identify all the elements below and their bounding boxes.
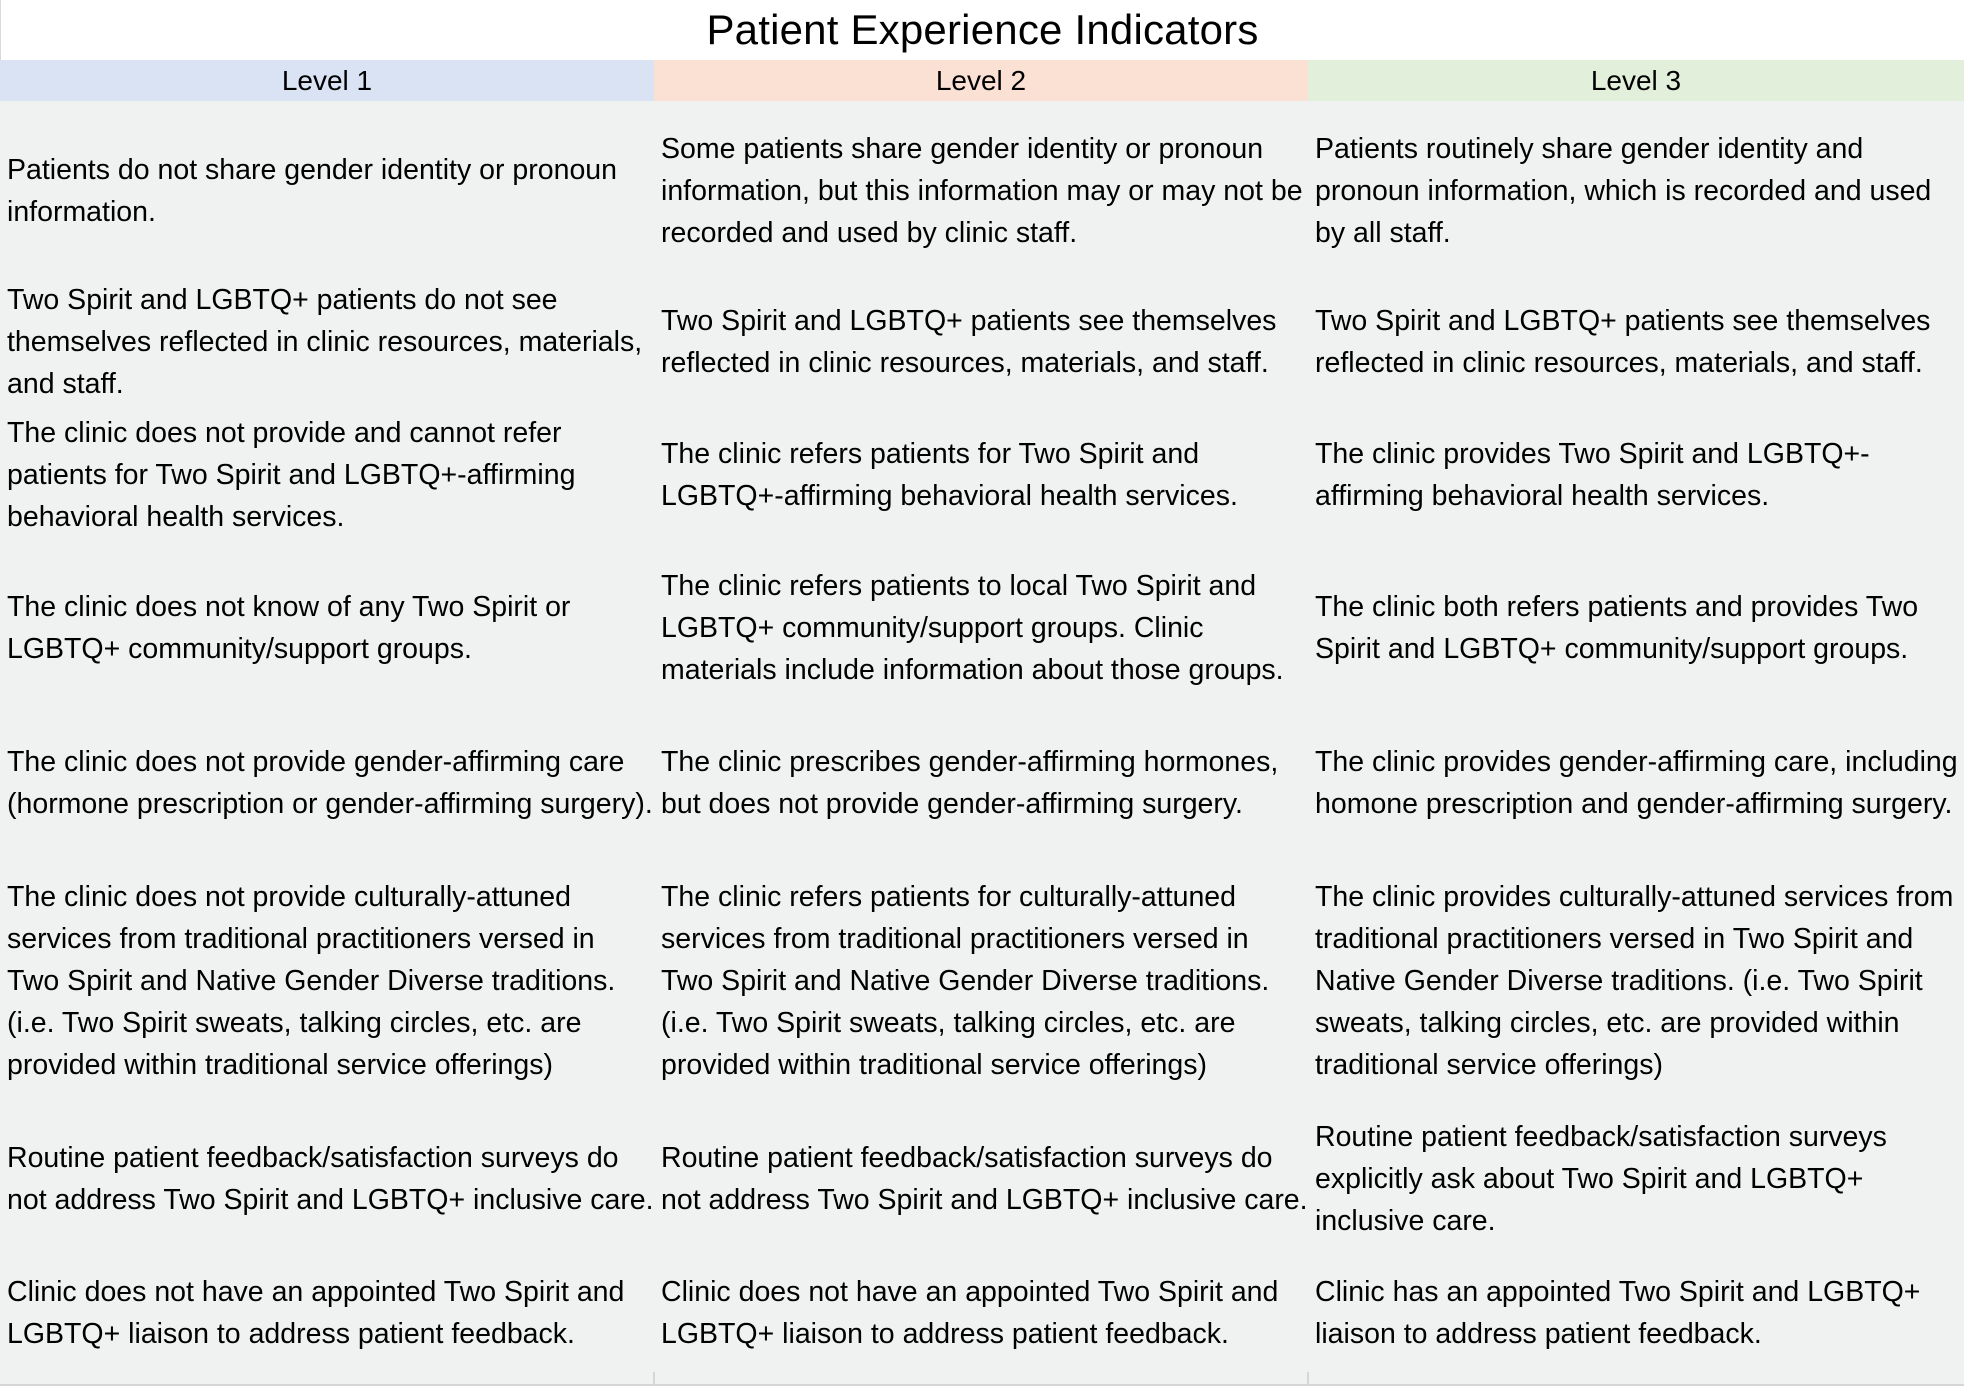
table-row: Patients do not share gender identity or… bbox=[0, 128, 1964, 254]
level-3-cell[interactable]: Two Spirit and LGBTQ+ patients see thems… bbox=[1308, 279, 1964, 405]
level-1-cell[interactable]: The clinic does not provide and cannot r… bbox=[0, 412, 654, 538]
level-2-cell[interactable]: The clinic prescribes gender-affirming h… bbox=[654, 720, 1308, 846]
cell-text: The clinic provides culturally-attuned s… bbox=[1315, 881, 1954, 1081]
level-1-cell[interactable]: Patients do not share gender identity or… bbox=[0, 128, 654, 254]
cell-text: Clinic does not have an appointed Two Sp… bbox=[661, 1276, 1279, 1350]
level-2-cell[interactable]: The clinic refers patients for culturall… bbox=[654, 876, 1308, 1086]
cell-text: Two Spirit and LGBTQ+ patients do not se… bbox=[7, 284, 643, 400]
table-row: Clinic does not have an appointed Two Sp… bbox=[0, 1271, 1964, 1355]
cell-text: The clinic provides Two Spirit and LGBTQ… bbox=[1315, 438, 1870, 512]
cell-text: The clinic provides gender-affirming car… bbox=[1315, 746, 1958, 820]
level-1-cell[interactable]: The clinic does not know of any Two Spir… bbox=[0, 544, 654, 712]
level-3-cell[interactable]: The clinic provides gender-affirming car… bbox=[1308, 720, 1964, 846]
cell-text: The clinic both refers patients and prov… bbox=[1315, 591, 1919, 665]
cell-text: Two Spirit and LGBTQ+ patients see thems… bbox=[1315, 305, 1931, 379]
title-row: Patient Experience Indicators bbox=[0, 0, 1964, 60]
cell-text: Routine patient feedback/satisfaction su… bbox=[1315, 1121, 1887, 1237]
level-3-cell[interactable]: Clinic has an appointed Two Spirit and L… bbox=[1308, 1271, 1964, 1355]
level-2-cell[interactable]: The clinic refers patients for Two Spiri… bbox=[654, 412, 1308, 538]
level-1-cell[interactable]: The clinic does not provide culturally-a… bbox=[0, 876, 654, 1086]
table-row: The clinic does not provide and cannot r… bbox=[0, 412, 1964, 538]
cell-text: The clinic does not provide and cannot r… bbox=[7, 417, 576, 533]
level-1-cell[interactable]: Routine patient feedback/satisfaction su… bbox=[0, 1116, 654, 1242]
cell-text: The clinic prescribes gender-affirming h… bbox=[661, 746, 1279, 820]
cell-text: Clinic has an appointed Two Spirit and L… bbox=[1315, 1276, 1921, 1350]
header-level-1[interactable]: Level 1 bbox=[0, 60, 654, 101]
table-row: Two Spirit and LGBTQ+ patients do not se… bbox=[0, 279, 1964, 405]
cell-text: The clinic refers patients for culturall… bbox=[661, 881, 1270, 1081]
indicator-grid: Patients do not share gender identity or… bbox=[0, 101, 1964, 1386]
level-2-cell[interactable]: The clinic refers patients to local Two … bbox=[654, 544, 1308, 712]
level-3-cell[interactable]: Routine patient feedback/satisfaction su… bbox=[1308, 1116, 1964, 1242]
cell-text: Two Spirit and LGBTQ+ patients see thems… bbox=[661, 305, 1277, 379]
header-level-3[interactable]: Level 3 bbox=[1308, 60, 1964, 101]
level-1-cell[interactable]: The clinic does not provide gender-affir… bbox=[0, 720, 654, 846]
level-3-cell[interactable]: The clinic provides Two Spirit and LGBTQ… bbox=[1308, 412, 1964, 538]
cell-text: The clinic does not provide culturally-a… bbox=[7, 881, 616, 1081]
table-row: The clinic does not provide gender-affir… bbox=[0, 720, 1964, 846]
cell-text: The clinic does not know of any Two Spir… bbox=[7, 591, 571, 665]
cell-text: Routine patient feedback/satisfaction su… bbox=[7, 1142, 654, 1216]
page-title: Patient Experience Indicators bbox=[706, 6, 1259, 53]
cell-text: Clinic does not have an appointed Two Sp… bbox=[7, 1276, 625, 1350]
level-2-cell[interactable]: Two Spirit and LGBTQ+ patients see thems… bbox=[654, 279, 1308, 405]
level-3-cell[interactable]: The clinic both refers patients and prov… bbox=[1308, 544, 1964, 712]
level-2-cell[interactable]: Routine patient feedback/satisfaction su… bbox=[654, 1116, 1308, 1242]
header-level-2[interactable]: Level 2 bbox=[654, 60, 1308, 101]
cell-text: The clinic refers patients to local Two … bbox=[661, 570, 1284, 686]
column-divider bbox=[1307, 1372, 1309, 1384]
level-2-cell[interactable]: Some patients share gender identity or p… bbox=[654, 128, 1308, 254]
cell-text: The clinic refers patients for Two Spiri… bbox=[661, 438, 1238, 512]
table-row: The clinic does not provide culturally-a… bbox=[0, 876, 1964, 1086]
header-row: Level 1 Level 2 Level 3 bbox=[0, 60, 1964, 101]
level-3-cell[interactable]: Patients routinely share gender identity… bbox=[1308, 128, 1964, 254]
column-divider bbox=[653, 1372, 655, 1384]
table-row: Routine patient feedback/satisfaction su… bbox=[0, 1116, 1964, 1242]
level-3-cell[interactable]: The clinic provides culturally-attuned s… bbox=[1308, 876, 1964, 1086]
table-row: The clinic does not know of any Two Spir… bbox=[0, 544, 1964, 712]
cell-text: Some patients share gender identity or p… bbox=[661, 133, 1303, 249]
level-2-cell[interactable]: Clinic does not have an appointed Two Sp… bbox=[654, 1271, 1308, 1355]
level-1-cell[interactable]: Two Spirit and LGBTQ+ patients do not se… bbox=[0, 279, 654, 405]
cell-text: Patients do not share gender identity or… bbox=[7, 154, 617, 228]
cell-text: Routine patient feedback/satisfaction su… bbox=[661, 1142, 1308, 1216]
cell-text: Patients routinely share gender identity… bbox=[1315, 133, 1932, 249]
cell-text: The clinic does not provide gender-affir… bbox=[7, 746, 653, 820]
level-1-cell[interactable]: Clinic does not have an appointed Two Sp… bbox=[0, 1271, 654, 1355]
